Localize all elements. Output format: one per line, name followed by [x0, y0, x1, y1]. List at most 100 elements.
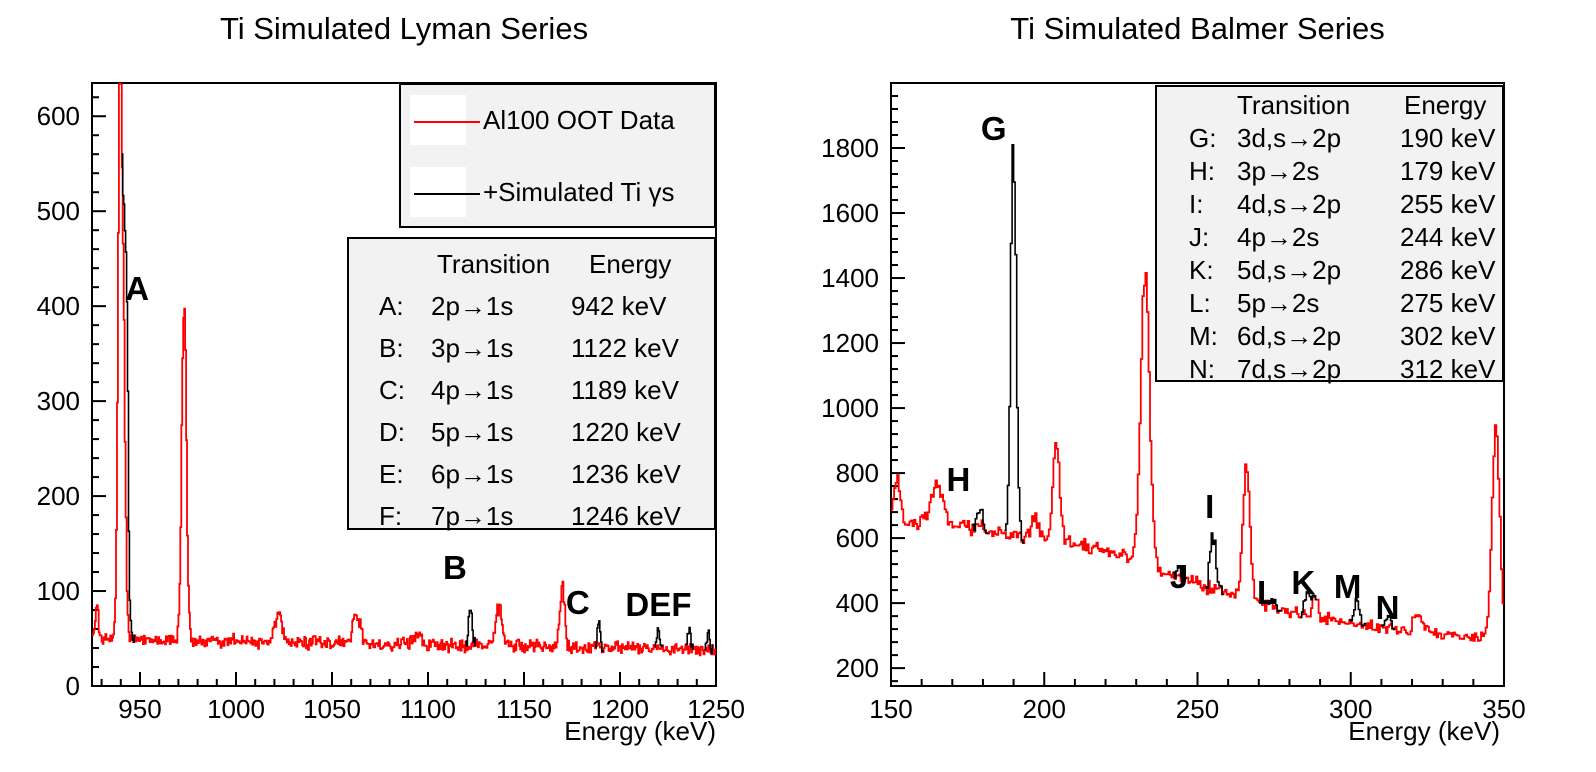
- table-cell: 4p→1s: [431, 375, 514, 405]
- table-cell: 312 keV: [1400, 354, 1496, 384]
- peak-label-M: M: [1333, 567, 1362, 605]
- table-cell: 2p→1s: [431, 291, 514, 321]
- table-cell: B:: [379, 333, 404, 363]
- data-trace-red: [891, 272, 1504, 642]
- peak-label-K: K: [1291, 563, 1316, 601]
- x-tick-label: 1250: [687, 694, 745, 724]
- legend-entry-label: Al100 OOT Data: [483, 105, 675, 135]
- peak-label-N: N: [1375, 588, 1400, 626]
- peak-label-D: D: [625, 586, 650, 624]
- axis-ticks: [890, 82, 1505, 686]
- legend-swatch: [410, 95, 480, 145]
- y-tick-label: 1800: [821, 133, 879, 163]
- table-cell: 1189 keV: [571, 375, 679, 405]
- lyman-x-axis-label: Energy (keV): [564, 716, 716, 746]
- table-cell: 190 keV: [1400, 123, 1496, 153]
- x-tick-label: 300: [1329, 694, 1372, 724]
- table-cell: 7p→1s: [431, 501, 514, 531]
- sim-trace-black: [704, 629, 714, 655]
- sim-trace-black: [1349, 598, 1367, 627]
- peak-label-A: A: [125, 270, 150, 308]
- y-tick-label: 500: [37, 196, 80, 226]
- table-cell: M:: [1189, 321, 1218, 351]
- table-cell: 275 keV: [1400, 288, 1496, 318]
- x-tick-label: 150: [869, 694, 912, 724]
- table-cell: 4p→2s: [1237, 222, 1320, 252]
- peak-label-F: F: [671, 586, 692, 624]
- data-trace-red: [92, 83, 716, 657]
- table-cell: 5d,s→2p: [1237, 255, 1342, 285]
- table-cell: L:: [1189, 288, 1211, 318]
- table-cell: I:: [1189, 189, 1204, 219]
- sim-trace-black: [654, 627, 664, 648]
- y-tick-label: 600: [37, 101, 80, 131]
- sim-trace-black: [685, 626, 694, 650]
- x-tick-label: 1200: [591, 694, 649, 724]
- x-tick-label: 1100: [400, 694, 456, 724]
- sim-trace-black: [972, 508, 990, 535]
- table-cell: A:: [379, 291, 404, 321]
- table-cell: 6d,s→2p: [1237, 321, 1342, 351]
- x-tick-label: 250: [1176, 694, 1219, 724]
- table-cell: 3p→1s: [431, 333, 514, 363]
- sim-trace-black: [1205, 532, 1224, 596]
- peak-label-L: L: [1256, 574, 1278, 612]
- sim-trace-black: [1381, 614, 1396, 631]
- table-cell: 7d,s→2p: [1237, 354, 1342, 384]
- peak-label-H: H: [946, 460, 971, 498]
- sim-trace-black: [1268, 598, 1282, 613]
- peak-label-I: I: [1205, 488, 1215, 526]
- y-tick-label: 600: [836, 523, 879, 553]
- x-tick-label: 1000: [207, 694, 265, 724]
- table-cell: Transition: [437, 249, 551, 279]
- table-cell: 5p→2s: [1237, 288, 1320, 318]
- sim-trace-black: [1300, 591, 1317, 618]
- table-cell: F:: [379, 501, 403, 531]
- lyman-panel-title: Ti Simulated Lyman Series: [219, 11, 589, 46]
- x-tick-label: 200: [1023, 694, 1066, 724]
- table-cell: 4d,s→2p: [1237, 189, 1342, 219]
- legend-entry-data: Al100 OOT Data: [401, 93, 714, 147]
- table-cell: Energy: [589, 249, 672, 279]
- table-cell: 255 keV: [1400, 189, 1496, 219]
- table-cell: 1246 keV: [571, 501, 681, 531]
- table-cell: J:: [1189, 222, 1210, 252]
- lyman-legend-box: Al100 OOT Data +Simulated Ti γs: [399, 83, 716, 228]
- y-tick-label: 300: [37, 386, 80, 416]
- balmer-panel-title: Ti Simulated Balmer Series: [1010, 11, 1385, 46]
- y-tick-label: 200: [836, 653, 879, 683]
- legend-swatch: [410, 167, 480, 217]
- table-cell: 5p→1s: [431, 417, 514, 447]
- legend-entry-sim: +Simulated Ti γs: [401, 165, 714, 219]
- table-cell: 3p→2s: [1237, 156, 1320, 186]
- table-cell: Energy: [1404, 90, 1487, 120]
- y-tick-label: 0: [66, 671, 80, 701]
- y-tick-label: 1400: [821, 263, 879, 293]
- legend-entry-label: +Simulated Ti γs: [483, 177, 675, 207]
- table-cell: D:: [379, 417, 405, 447]
- peak-label-G: G: [980, 109, 1007, 147]
- x-tick-label: 1050: [303, 694, 361, 724]
- balmer-transition-table: Transition Energy G: 3d,s→2p 190 keV H: 3p→2s 1…: [1155, 85, 1504, 384]
- x-tick-label: 350: [1482, 694, 1525, 724]
- table-cell: C:: [379, 375, 405, 405]
- sim-trace-black: [465, 609, 476, 647]
- y-tick-label: 1600: [821, 198, 879, 228]
- y-tick-label: 200: [37, 481, 80, 511]
- sim-trace-black: [121, 153, 136, 643]
- red-line-sample-icon: [414, 121, 480, 123]
- table-cell: 302 keV: [1400, 321, 1496, 351]
- table-cell: 244 keV: [1400, 222, 1496, 252]
- table-cell: 1236 keV: [571, 459, 681, 489]
- table-cell: 286 keV: [1400, 255, 1496, 285]
- peak-label-J: J: [1169, 558, 1189, 596]
- table-cell: 6p→1s: [431, 459, 514, 489]
- sim-trace-black: [1173, 565, 1187, 584]
- peak-label-E: E: [649, 586, 672, 624]
- table-cell: 942 keV: [571, 291, 667, 321]
- table-cell: N:: [1189, 354, 1215, 384]
- sim-trace-black: [595, 620, 604, 653]
- table-cell: E:: [379, 459, 404, 489]
